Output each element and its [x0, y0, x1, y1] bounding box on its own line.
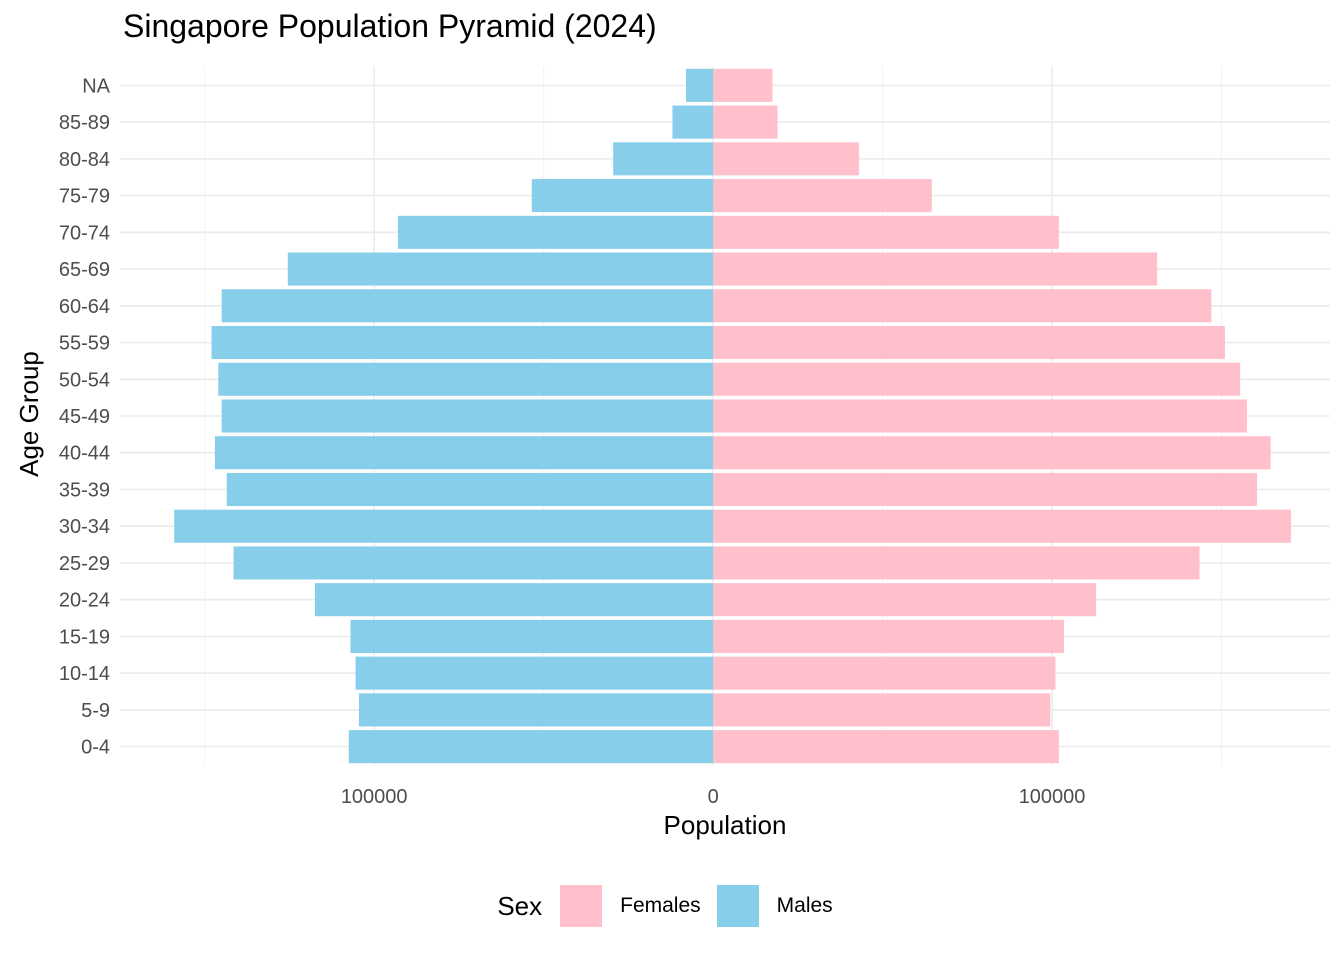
- bar-males-15-19: [350, 619, 714, 653]
- bar-females-15-19: [713, 619, 1064, 653]
- y-tick-label: 85-89: [59, 112, 110, 134]
- bar-females-10-14: [713, 656, 1056, 690]
- y-tick-label: 10-14: [59, 663, 110, 685]
- bar-males-50-54: [218, 362, 714, 396]
- y-tick-label: 60-64: [59, 296, 110, 318]
- bar-females-60-64: [713, 289, 1212, 323]
- legend-key-females: [560, 885, 603, 927]
- y-tick-label: 70-74: [59, 222, 110, 244]
- x-tick-label: 0: [708, 786, 719, 808]
- bar-males-25-29: [233, 546, 714, 580]
- legend-item-males: Males: [716, 885, 833, 927]
- bar-males-80-84: [613, 142, 714, 176]
- y-tick-label: 80-84: [59, 149, 110, 171]
- y-tick-label: 25-29: [59, 553, 110, 575]
- legend-key-males: [716, 885, 759, 927]
- bar-males-65-69: [287, 252, 714, 286]
- y-tick-label: 35-39: [59, 479, 110, 501]
- bar-females-30-34: [713, 509, 1292, 543]
- bar-females-35-39: [713, 472, 1258, 507]
- bar-males-45-49: [221, 399, 714, 433]
- bar-females-55-59: [713, 325, 1225, 360]
- x-tick-label: 100000: [1019, 786, 1086, 808]
- bar-males-75-79: [531, 179, 714, 213]
- y-tick-label: 5-9: [81, 700, 110, 722]
- bar-males-70-74: [397, 215, 714, 249]
- y-tick-label: 0-4: [81, 737, 110, 759]
- bar-males-85-89: [672, 105, 714, 139]
- bar-males-5-9: [358, 693, 714, 727]
- legend-item-females: Females: [560, 885, 701, 927]
- x-axis-title: Population: [664, 810, 787, 840]
- bar-males-55-59: [211, 325, 714, 360]
- bar-females-85-89: [713, 105, 778, 139]
- y-tick-label: 40-44: [59, 443, 110, 465]
- bar-females-5-9: [713, 693, 1051, 727]
- bar-males-30-34: [174, 509, 714, 543]
- chart-title: Singapore Population Pyramid (2024): [123, 8, 657, 44]
- bar-females-45-49: [713, 399, 1247, 433]
- y-tick-label: 75-79: [59, 186, 110, 208]
- y-tick-label: 55-59: [59, 333, 110, 355]
- bar-females-50-54: [713, 362, 1241, 396]
- bar-males-0-4: [348, 730, 714, 764]
- y-tick-label: 65-69: [59, 259, 110, 281]
- bars-layer: [174, 68, 1292, 764]
- y-tick-label: 45-49: [59, 406, 110, 428]
- x-tick-labels: 100000 0 100000: [341, 786, 1086, 808]
- bar-females-65-69: [713, 252, 1158, 286]
- bar-males-20-24: [314, 583, 714, 617]
- y-tick-label: 20-24: [59, 590, 110, 612]
- legend: Sex Females Males: [0, 882, 1344, 930]
- bar-females-70-74: [713, 215, 1059, 249]
- y-tick-labels: 0-4 5-9 10-14 15-19 20-24 25-29 30-34 35-39 40-4…: [59, 75, 111, 758]
- bar-males-60-64: [221, 289, 714, 323]
- bar-males-10-14: [355, 656, 714, 690]
- bar-females-75-79: [713, 179, 932, 213]
- bar-females-80-84: [713, 142, 859, 176]
- bar-females-NA: [713, 68, 773, 102]
- x-tick-label: 100000: [341, 786, 408, 808]
- legend-label-males: Males: [776, 894, 833, 917]
- bar-females-20-24: [713, 583, 1097, 617]
- bar-males-NA: [686, 68, 714, 102]
- y-tick-label: 30-34: [59, 516, 110, 538]
- bar-males-35-39: [226, 472, 714, 507]
- legend-title: Sex: [497, 890, 543, 921]
- bar-females-40-44: [713, 436, 1271, 470]
- y-tick-label: 15-19: [59, 626, 110, 648]
- legend-label-females: Females: [620, 894, 701, 917]
- y-tick-label: NA: [82, 75, 110, 97]
- y-tick-label: 50-54: [59, 369, 110, 391]
- bar-males-40-44: [214, 436, 714, 470]
- y-axis-title: Age Group: [14, 351, 44, 477]
- bar-females-0-4: [713, 730, 1059, 764]
- bar-females-25-29: [713, 546, 1200, 580]
